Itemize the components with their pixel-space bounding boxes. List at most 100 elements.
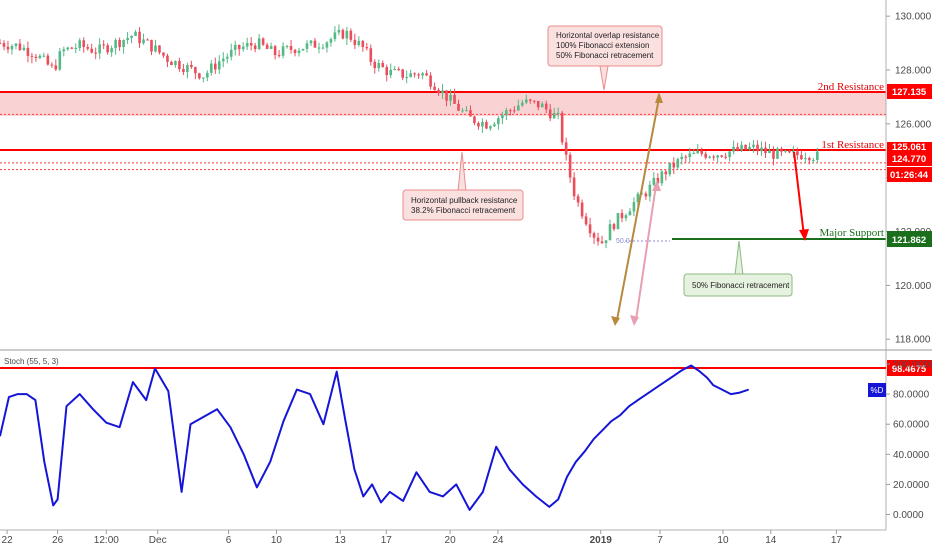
callout-overlap-line-3: 50% Fibonacci retracement [556,51,654,60]
candle-body [640,193,644,195]
candle-body [277,55,281,57]
candle-body [289,46,293,50]
candle-body [584,216,588,225]
candle-body [257,38,261,50]
candle-body [269,46,273,49]
candle-body [98,44,101,54]
candle-body [417,74,420,76]
candle-body [405,77,408,79]
stochastic-pane: Stoch (55, 5, 3) 98.4675 %D [0,357,932,511]
candle-body [186,65,189,73]
major-support-label: Major Support [820,227,884,239]
callout-fib-support: 50% Fibonacci retracement [683,240,793,297]
candle-body [94,52,97,54]
stochastic-axis-label: 80.0000 [893,390,930,401]
candle-body [469,110,472,117]
candle-body [724,156,727,158]
candle-body [0,43,2,45]
candle-body [241,46,245,50]
candle-body [792,151,795,153]
price-tag-second-resistance: 127.135 [887,84,932,99]
candle-body [10,45,14,50]
time-axis-label: 10 [271,535,283,546]
candle-body [333,32,337,40]
candle-body [808,158,811,161]
candle-body [190,65,193,68]
time-axis-label: 7 [657,535,663,546]
candle-body [752,144,755,147]
candle-body [297,50,301,54]
candle-body [692,153,696,155]
candle-body [210,63,213,73]
candle-body [397,69,400,71]
candle-body [652,177,656,185]
candle-body [46,55,50,65]
candle-body [704,153,707,158]
candle-body [544,103,548,110]
price-axis-label: 120.000 [895,281,932,292]
candle-body [261,38,265,45]
candle-body [445,90,448,101]
candle-body [636,193,640,203]
candle-body [237,44,241,50]
candle-body [600,241,604,244]
candle-body [708,156,711,158]
candle-body [58,51,62,70]
pullback-arrow [630,180,661,326]
candle-body [385,67,389,76]
time-axis[interactable]: 22 26 12:00 Dec 6 10 13 17 20 24 2019 7 10 14 17 [2,530,843,546]
candle-body [301,48,305,51]
candle-body [349,30,353,40]
candles [0,24,819,249]
indicator-title[interactable]: Stoch (55, 5, 3) [4,357,59,366]
candle-body [509,110,512,112]
candle-body [684,156,688,158]
stochastic-axis[interactable]: 100.0000 80.0000 60.0000 40.0000 20.0000 0.00… [886,360,932,521]
candle-body [513,110,516,112]
candle-body [361,40,365,48]
candle-body [664,171,668,175]
price-axis-label: 130.000 [895,12,932,23]
partial-level-value: 125.061 [892,142,927,153]
candle-body [489,126,492,129]
candle-body [102,44,105,46]
candle-body [800,155,803,160]
candle-body [560,112,564,143]
candle-body [353,39,357,45]
callout-pullback-line-2: 38.2% Fibonacci retracement [411,206,516,215]
candle-body [425,73,428,76]
candle-body [421,73,424,76]
candle-body [580,202,584,217]
candle-body [453,94,456,104]
time-axis-label: 10 [717,535,729,546]
candle-body [720,155,723,157]
candle-body [78,40,82,49]
candle-body [253,45,257,50]
candle-body [194,67,197,74]
projection-arrow [793,151,809,241]
candle-body [772,150,775,159]
candle-body [126,37,129,40]
candle-body [497,118,500,125]
candle-body [473,116,476,124]
candle-body [281,46,285,56]
candle-body [321,47,325,49]
candle-body [110,48,113,53]
candle-body [524,99,528,103]
candle-body [780,148,783,152]
candle-body [433,86,436,90]
candle-body [26,47,30,56]
candle-body [2,43,6,47]
candle-body [620,213,624,219]
candle-body [784,150,787,152]
candle-body [501,115,504,119]
candle-body [552,112,556,119]
candle-body [373,61,377,69]
candle-body [305,43,309,49]
candle-body [389,69,393,76]
price-tag-support: 121.862 [887,231,932,247]
candle-body [796,151,799,156]
callout-overlap-line-1: Horizontal overlap resistance [556,31,660,40]
candle-body [548,109,552,119]
candle-body [285,46,289,48]
